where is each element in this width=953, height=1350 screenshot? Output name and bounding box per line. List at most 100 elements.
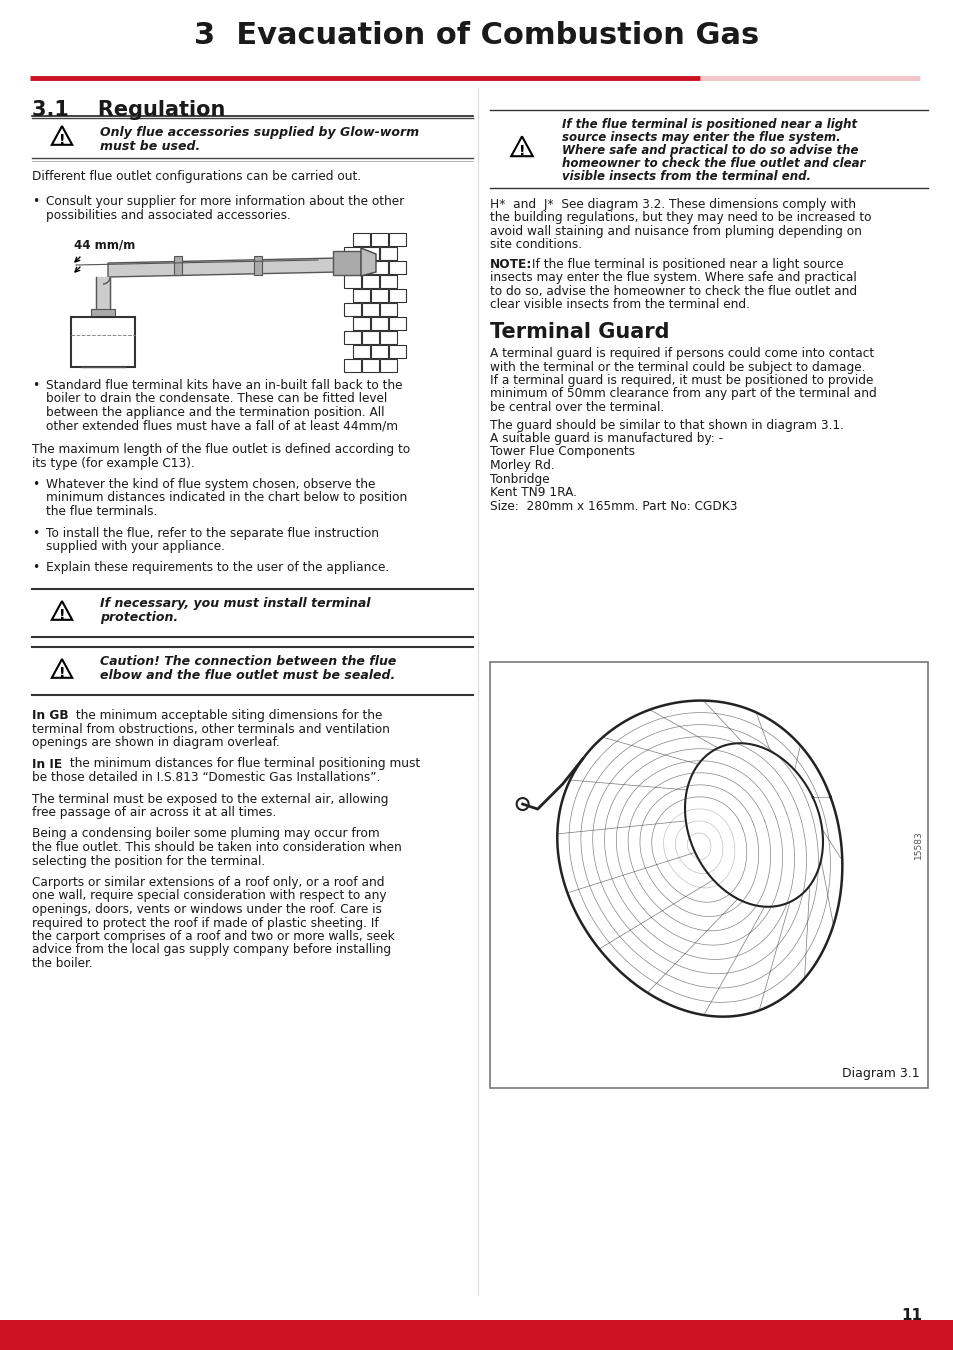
Text: selecting the position for the terminal.: selecting the position for the terminal. (32, 855, 265, 868)
Bar (389, 289, 406, 302)
Bar (361, 275, 378, 288)
Text: 44 mm/m: 44 mm/m (74, 238, 135, 251)
Text: be those detailed in I.S.813 “Domestic Gas Installations”.: be those detailed in I.S.813 “Domestic G… (32, 771, 380, 784)
Text: A terminal guard is required if persons could come into contact: A terminal guard is required if persons … (490, 347, 873, 360)
Text: Different flue outlet configurations can be carried out.: Different flue outlet configurations can… (32, 170, 360, 184)
Text: source insects may enter the flue system.: source insects may enter the flue system… (561, 131, 840, 144)
Text: Tower Flue Components: Tower Flue Components (490, 446, 635, 459)
Text: openings, doors, vents or windows under the roof. Care is: openings, doors, vents or windows under … (32, 903, 381, 917)
Text: openings are shown in diagram overleaf.: openings are shown in diagram overleaf. (32, 736, 279, 749)
Text: other extended flues must have a fall of at least 44mm/m: other extended flues must have a fall of… (46, 420, 397, 432)
Text: Caution! The connection between the flue: Caution! The connection between the flue (100, 655, 395, 668)
Text: Consult your supplier for more information about the other: Consult your supplier for more informati… (46, 194, 404, 208)
Text: Tonbridge: Tonbridge (490, 472, 549, 486)
Polygon shape (360, 248, 375, 275)
Polygon shape (51, 601, 72, 620)
Bar (490, 662, 927, 1088)
Text: Terminal Guard: Terminal Guard (490, 323, 669, 342)
Text: 3  Evacuation of Combustion Gas: 3 Evacuation of Combustion Gas (194, 20, 759, 50)
Text: elbow and the flue outlet must be sealed.: elbow and the flue outlet must be sealed… (100, 670, 395, 682)
Text: If necessary, you must install terminal: If necessary, you must install terminal (100, 597, 370, 610)
Text: protection.: protection. (100, 612, 178, 624)
Bar (361, 359, 378, 373)
Text: advice from the local gas supply company before installing: advice from the local gas supply company… (32, 944, 391, 957)
Bar (333, 251, 360, 275)
Text: terminal from obstructions, other terminals and ventilation: terminal from obstructions, other termin… (32, 722, 390, 736)
Text: Size:  280mm x 165mm. Part No: CGDK3: Size: 280mm x 165mm. Part No: CGDK3 (490, 500, 737, 513)
Bar (91, 309, 115, 317)
Text: •: • (32, 194, 39, 208)
Text: 3.1    Regulation: 3.1 Regulation (32, 100, 225, 120)
Bar (353, 317, 370, 329)
Bar (71, 317, 135, 367)
Text: the building regulations, but they may need to be increased to: the building regulations, but they may n… (490, 212, 871, 224)
Polygon shape (173, 256, 182, 275)
Text: Being a condensing boiler some pluming may occur from: Being a condensing boiler some pluming m… (32, 828, 379, 841)
Text: The terminal must be exposed to the external air, allowing: The terminal must be exposed to the exte… (32, 792, 388, 806)
Bar (371, 289, 388, 302)
Bar (389, 346, 406, 358)
Text: •: • (32, 379, 39, 391)
Text: clear visible insects from the terminal end.: clear visible insects from the terminal … (490, 298, 749, 312)
Text: avoid wall staining and nuisance from pluming depending on: avoid wall staining and nuisance from pl… (490, 225, 861, 238)
Polygon shape (51, 126, 72, 144)
Text: between the appliance and the termination position. All: between the appliance and the terminatio… (46, 406, 384, 418)
Polygon shape (253, 256, 262, 275)
Text: If a terminal guard is required, it must be positioned to provide: If a terminal guard is required, it must… (490, 374, 872, 387)
Text: Carports or similar extensions of a roof only, or a roof and: Carports or similar extensions of a roof… (32, 876, 384, 890)
Text: supplied with your appliance.: supplied with your appliance. (46, 540, 225, 553)
Text: If the flue terminal is positioned near a light source: If the flue terminal is positioned near … (527, 258, 842, 271)
Text: Diagram 3.1: Diagram 3.1 (841, 1066, 919, 1080)
Bar (344, 302, 360, 316)
Bar (344, 359, 360, 373)
Text: A suitable guard is manufactured by: -: A suitable guard is manufactured by: - (490, 432, 722, 446)
Text: 11: 11 (900, 1308, 921, 1323)
Bar (361, 331, 378, 344)
Text: required to protect the roof if made of plastic sheeting. If: required to protect the roof if made of … (32, 917, 378, 930)
Polygon shape (511, 136, 532, 157)
Bar (353, 289, 370, 302)
Text: the boiler.: the boiler. (32, 957, 92, 971)
Text: To install the flue, refer to the separate flue instruction: To install the flue, refer to the separa… (46, 526, 378, 540)
Bar (371, 234, 388, 246)
Text: Explain these requirements to the user of the appliance.: Explain these requirements to the user o… (46, 562, 389, 575)
Text: the carport comprises of a roof and two or more walls, seek: the carport comprises of a roof and two … (32, 930, 395, 944)
Text: In GB: In GB (32, 709, 69, 722)
Text: Whatever the kind of flue system chosen, observe the: Whatever the kind of flue system chosen,… (46, 478, 375, 491)
Bar (371, 346, 388, 358)
Text: Where safe and practical to do so advise the: Where safe and practical to do so advise… (561, 144, 858, 157)
Polygon shape (108, 258, 337, 277)
Text: The maximum length of the flue outlet is defined according to: The maximum length of the flue outlet is… (32, 443, 410, 456)
Bar (371, 317, 388, 329)
Text: free passage of air across it at all times.: free passage of air across it at all tim… (32, 806, 275, 819)
Text: Kent TN9 1RA.: Kent TN9 1RA. (490, 486, 577, 500)
Bar (344, 247, 360, 261)
Text: one wall, require special consideration with respect to any: one wall, require special consideration … (32, 890, 386, 903)
Text: the minimum distances for flue terminal positioning must: the minimum distances for flue terminal … (66, 757, 419, 771)
Bar (389, 234, 406, 246)
Text: possibilities and associated accessories.: possibilities and associated accessories… (46, 208, 291, 221)
Bar (353, 234, 370, 246)
Bar (353, 261, 370, 274)
Bar (344, 331, 360, 344)
Text: The guard should be similar to that shown in diagram 3.1.: The guard should be similar to that show… (490, 418, 843, 432)
Polygon shape (51, 659, 72, 678)
Text: be central over the terminal.: be central over the terminal. (490, 401, 663, 414)
Text: the flue terminals.: the flue terminals. (46, 505, 157, 518)
Text: •: • (32, 478, 39, 491)
Text: minimum distances indicated in the chart below to position: minimum distances indicated in the chart… (46, 491, 407, 505)
Bar (353, 346, 370, 358)
Bar (389, 317, 406, 329)
Bar (379, 359, 396, 373)
Text: Only flue accessories supplied by Glow-worm: Only flue accessories supplied by Glow-w… (100, 126, 418, 139)
Text: insects may enter the flue system. Where safe and practical: insects may enter the flue system. Where… (490, 271, 856, 285)
Text: 15583: 15583 (913, 830, 922, 860)
Text: boiler to drain the condensate. These can be fitted level: boiler to drain the condensate. These ca… (46, 393, 387, 405)
Text: In IE: In IE (32, 757, 62, 771)
Text: the minimum acceptable siting dimensions for the: the minimum acceptable siting dimensions… (71, 709, 382, 722)
Text: H*  and  J*  See diagram 3.2. These dimensions comply with: H* and J* See diagram 3.2. These dimensi… (490, 198, 855, 211)
Text: site conditions.: site conditions. (490, 239, 581, 251)
Bar (361, 247, 378, 261)
Text: If the flue terminal is positioned near a light: If the flue terminal is positioned near … (561, 117, 856, 131)
Bar (379, 331, 396, 344)
